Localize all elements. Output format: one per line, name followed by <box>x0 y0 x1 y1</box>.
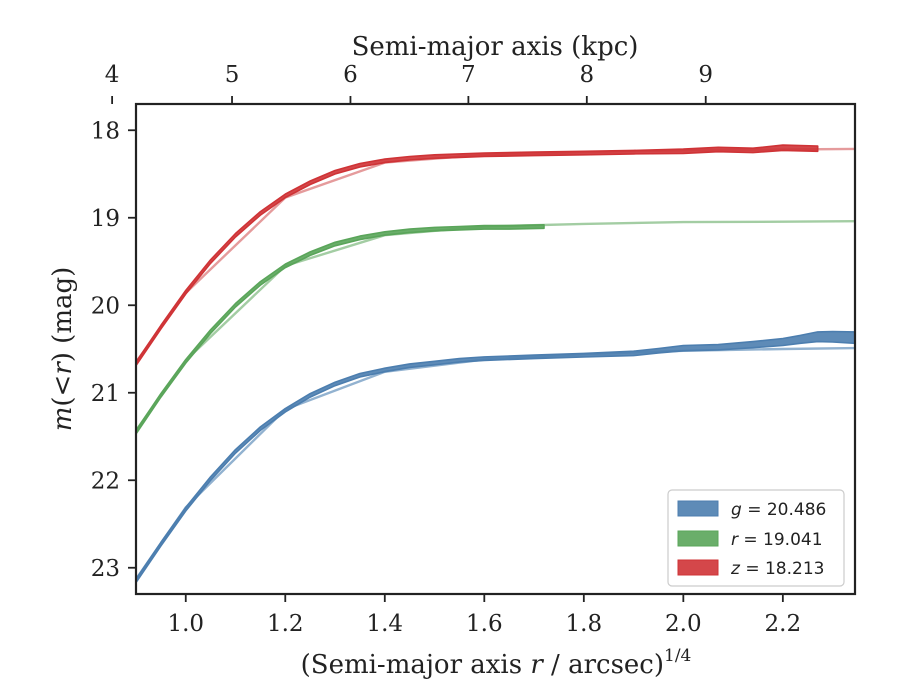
y-tick-label: 22 <box>91 468 120 494</box>
y-axis-title: m(<r) (mag) <box>48 267 78 432</box>
model-line-z <box>136 147 855 363</box>
x-tick-label: 2.2 <box>765 611 802 637</box>
top-tick-label: 8 <box>579 62 594 88</box>
x-tick-label: 1.8 <box>566 611 603 637</box>
legend-var-g: g <box>731 500 742 520</box>
x-axis-top-title: Semi-major axis (kpc) <box>352 32 639 62</box>
legend: g = 20.486 r = 19.041 z = 18.213 <box>667 489 845 587</box>
y-title-unit: (mag) <box>48 267 78 352</box>
x-axis-bottom: 1.0 1.2 1.4 1.6 1.8 2.0 2.2 <box>167 594 801 637</box>
x-axis-bottom-title: (Semi-major axis r / arcsec)1/4 <box>301 646 692 680</box>
x-tick-label: 1.0 <box>167 611 204 637</box>
x-title-sup: 1/4 <box>664 646 691 666</box>
series-layer <box>136 144 855 584</box>
series-z <box>136 144 855 367</box>
top-tick-label: 9 <box>698 62 713 88</box>
top-tick-label: 5 <box>225 62 240 88</box>
y-title-close: ) <box>48 352 78 362</box>
x-tick-label: 2.0 <box>665 611 702 637</box>
legend-value-z: = 18.213 <box>740 559 825 579</box>
profile-band-z <box>136 144 819 367</box>
series-g <box>136 330 855 584</box>
series-r <box>136 220 855 435</box>
legend-label-z: z = 18.213 <box>730 559 824 579</box>
legend-label-r: r = 19.041 <box>731 530 823 550</box>
y-axis-left: 18 19 20 21 22 23 <box>91 118 136 582</box>
legend-swatch-g <box>677 500 719 517</box>
y-tick-label: 20 <box>91 293 120 319</box>
legend-entry-g: g = 20.486 <box>677 500 826 520</box>
legend-var-r: r <box>731 530 739 550</box>
y-tick-label: 23 <box>91 556 120 582</box>
legend-value-g: = 20.486 <box>742 500 827 520</box>
legend-swatch-r <box>677 530 719 547</box>
x-axis-top: 4 5 6 7 8 9 <box>105 62 713 104</box>
y-tick-label: 18 <box>91 118 120 144</box>
legend-label-g: g = 20.486 <box>731 500 826 520</box>
profile-band-g <box>136 330 855 584</box>
x-title-var: r <box>530 650 544 680</box>
y-title-var2: r <box>48 361 78 375</box>
y-tick-label: 21 <box>91 381 120 407</box>
x-tick-label: 1.6 <box>466 611 503 637</box>
y-title-var: m <box>48 407 78 432</box>
x-tick-label: 1.2 <box>267 611 304 637</box>
y-title-open: ( <box>48 396 78 406</box>
profile-band-r <box>136 224 545 435</box>
top-tick-label: 4 <box>105 62 120 88</box>
legend-var-z: z <box>730 559 741 579</box>
model-line-r <box>136 220 855 432</box>
plot-frame <box>134 102 857 596</box>
legend-entry-r: r = 19.041 <box>677 530 823 550</box>
top-tick-label: 6 <box>343 62 358 88</box>
y-title-lt: < <box>48 375 78 397</box>
x-title-main: (Semi-major axis <box>301 650 531 680</box>
legend-swatch-z <box>677 559 719 576</box>
top-tick-label: 7 <box>461 62 476 88</box>
legend-entry-z: z = 18.213 <box>677 559 824 579</box>
legend-value-r: = 19.041 <box>738 530 823 550</box>
y-tick-label: 19 <box>91 206 120 232</box>
x-tick-label: 1.4 <box>366 611 403 637</box>
x-title-mid: / arcsec) <box>543 650 664 680</box>
